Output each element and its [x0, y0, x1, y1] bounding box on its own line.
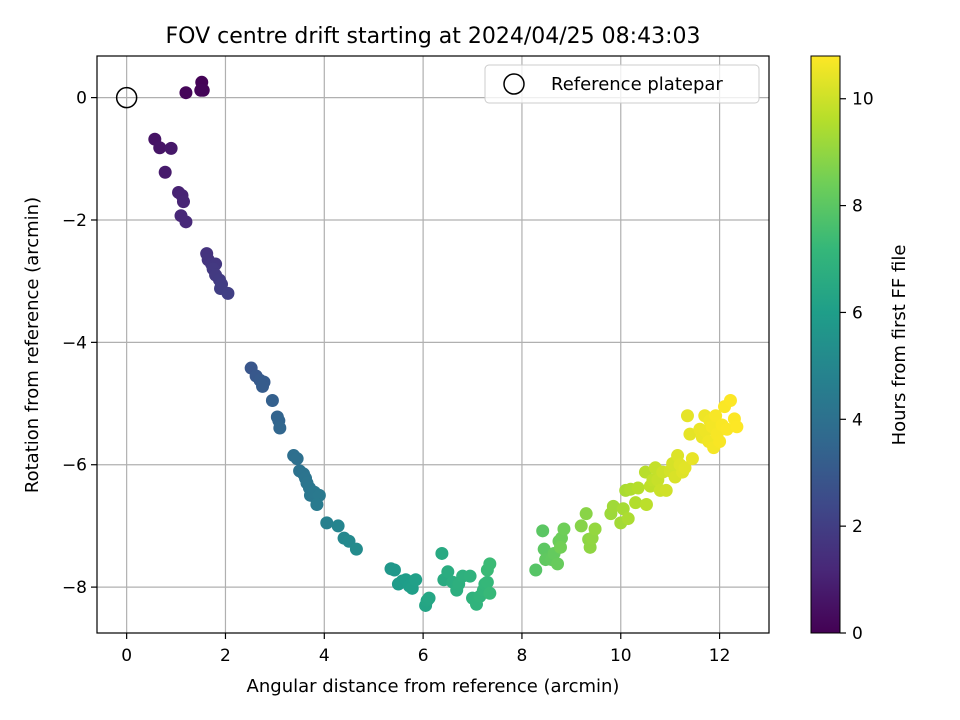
- data-point: [659, 483, 673, 497]
- data-point: [730, 420, 744, 434]
- data-point: [221, 286, 235, 300]
- data-point: [616, 502, 630, 516]
- colorbar-tick-label: 2: [852, 517, 863, 537]
- data-point: [158, 165, 172, 179]
- data-point: [273, 421, 287, 435]
- data-point: [588, 522, 602, 536]
- y-tick-label: 0: [76, 89, 87, 109]
- y-tick-label: −6: [62, 456, 87, 476]
- x-axis-label: Angular distance from reference (arcmin): [247, 676, 620, 697]
- data-point: [629, 496, 643, 510]
- data-point: [164, 141, 178, 155]
- data-point: [265, 393, 279, 407]
- x-tick-label: 8: [517, 646, 528, 666]
- data-point: [685, 452, 699, 466]
- data-point: [153, 141, 167, 155]
- data-point: [720, 422, 734, 436]
- data-point: [529, 563, 543, 577]
- data-point: [723, 393, 737, 407]
- x-tick-label: 12: [709, 646, 731, 666]
- colorbar-tick-label: 10: [852, 90, 874, 110]
- colorbar: [810, 55, 841, 634]
- x-axis-ticks: 0 2 4 6 8 10 12: [121, 633, 730, 666]
- grid-lines: [97, 56, 769, 633]
- y-axis-label: Rotation from reference (arcmin): [22, 197, 43, 493]
- data-point: [483, 557, 497, 571]
- data-point: [551, 557, 565, 571]
- data-point: [553, 540, 567, 554]
- data-point: [537, 542, 551, 556]
- y-tick-label: −4: [62, 333, 87, 353]
- data-point: [639, 498, 653, 512]
- colorbar-tick-label: 6: [852, 303, 863, 323]
- data-point: [409, 573, 423, 587]
- data-point: [349, 542, 363, 556]
- y-tick-label: −8: [62, 578, 87, 598]
- data-point: [483, 586, 497, 600]
- colorbar-tick-label: 4: [852, 410, 863, 430]
- data-point: [621, 512, 635, 526]
- y-axis-ticks: 0 −2 −4 −6 −8: [62, 89, 97, 598]
- data-point: [176, 195, 190, 209]
- colorbar-tick-label: 8: [852, 197, 863, 217]
- data-point: [680, 409, 694, 423]
- x-tick-label: 4: [319, 646, 330, 666]
- reference-platepar-marker: [115, 86, 138, 109]
- data-point: [256, 379, 270, 393]
- legend: Reference platepar: [484, 64, 760, 104]
- x-tick-label: 0: [121, 646, 132, 666]
- data-point: [194, 83, 208, 97]
- data-point: [387, 563, 401, 577]
- data-point: [480, 575, 494, 589]
- colorbar-tick-label: 0: [852, 624, 863, 644]
- data-point: [290, 452, 304, 466]
- colorbar-label: Hours from first FF file: [889, 245, 910, 446]
- data-point: [536, 524, 550, 538]
- x-tick-label: 2: [220, 646, 231, 666]
- data-point: [631, 481, 645, 495]
- legend-box: [484, 64, 760, 104]
- data-point: [606, 499, 620, 513]
- x-tick-label: 6: [418, 646, 429, 666]
- x-tick-label: 10: [610, 646, 632, 666]
- data-point: [331, 519, 345, 533]
- data-point: [678, 461, 692, 475]
- data-point: [441, 565, 455, 579]
- plot-frame: [96, 55, 770, 634]
- data-point: [683, 427, 697, 441]
- data-point: [709, 409, 723, 423]
- chart-title: FOV centre drift starting at 2024/04/25 …: [166, 24, 701, 49]
- data-point: [310, 498, 324, 512]
- data-point: [579, 507, 593, 521]
- data-point: [574, 519, 588, 533]
- legend-reference-marker: [503, 73, 525, 95]
- data-points: [148, 75, 744, 612]
- y-tick-label: −2: [62, 211, 87, 231]
- data-point: [179, 86, 193, 100]
- data-point: [713, 434, 727, 448]
- data-point: [435, 546, 449, 560]
- data-point: [422, 591, 436, 605]
- data-point: [320, 516, 334, 530]
- legend-label: Reference platepar: [551, 74, 723, 95]
- data-point: [179, 215, 193, 229]
- colorbar-ticks: 0 2 4 6 8 10: [840, 90, 874, 644]
- data-point: [557, 522, 571, 536]
- data-point: [463, 569, 477, 583]
